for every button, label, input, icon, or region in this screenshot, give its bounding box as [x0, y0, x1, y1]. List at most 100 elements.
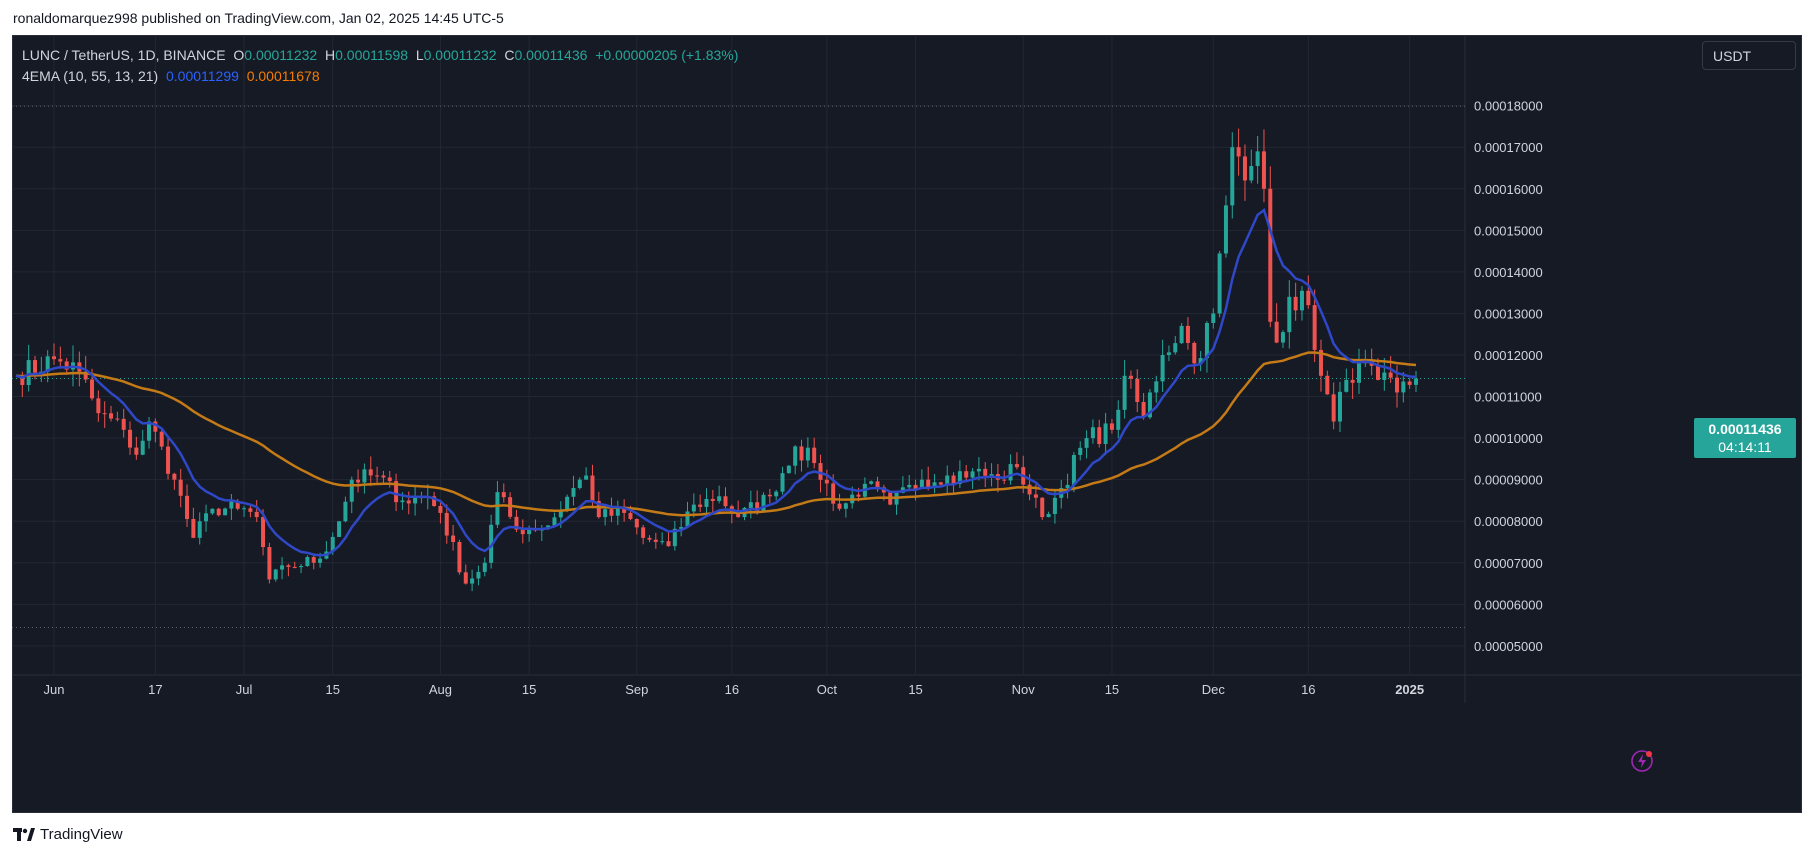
candle-body	[1217, 253, 1222, 314]
last-price-value: 0.00011436	[1708, 421, 1782, 437]
candle-body	[748, 502, 753, 508]
candle-body	[964, 471, 969, 478]
candle-body	[660, 541, 665, 543]
candle-body	[96, 398, 101, 414]
candle-body	[1014, 464, 1019, 468]
candle-body	[204, 513, 209, 522]
candle-body	[286, 565, 291, 567]
symbol-label[interactable]: LUNC / TetherUS, 1D, BINANCE	[22, 47, 226, 63]
candle-body	[976, 468, 981, 472]
candle-body	[413, 497, 418, 504]
candle-body	[1331, 394, 1336, 422]
candle-body	[147, 421, 152, 441]
candle-body	[381, 475, 386, 478]
x-tick-label: 15	[522, 682, 536, 697]
indicator-row: 4EMA (10, 55, 13, 21) 0.00011299 0.00011…	[22, 66, 738, 87]
candle-body	[1008, 464, 1013, 481]
candle-body	[786, 465, 791, 474]
indicator-label[interactable]: 4EMA (10, 55, 13, 21)	[22, 68, 159, 84]
candle-body	[767, 494, 772, 497]
candle-body	[780, 473, 785, 492]
candle-body	[254, 511, 259, 518]
high-label: H	[324, 47, 336, 63]
x-tick-label: 15	[908, 682, 922, 697]
y-tick-label: 0.00015000	[1474, 223, 1543, 238]
candle-body	[172, 473, 177, 480]
candle-body	[1198, 358, 1203, 364]
candle-body	[330, 536, 335, 552]
candle-body	[1299, 290, 1304, 311]
candle-body	[603, 509, 608, 518]
candle-body	[362, 469, 367, 483]
candle-body	[698, 504, 703, 507]
candle-body	[1052, 497, 1057, 514]
candle-body	[514, 516, 519, 530]
candle-body	[210, 508, 215, 514]
brand-label: TradingView	[40, 826, 123, 843]
change-value: +0.00000205 (+1.83%)	[595, 47, 739, 63]
lightning-icon[interactable]	[1630, 749, 1654, 773]
candle-body	[1394, 377, 1399, 393]
candle-body	[1204, 323, 1209, 359]
candle-body	[451, 535, 456, 543]
candle-body	[197, 521, 202, 538]
candle-body	[1173, 343, 1178, 353]
candle-body	[299, 566, 304, 568]
candle-body	[1179, 325, 1184, 344]
candle-body	[666, 541, 671, 547]
candle-body	[1344, 379, 1349, 392]
candle-body	[761, 494, 766, 512]
candle-body	[280, 565, 285, 570]
candle-body	[837, 503, 842, 509]
candle-body	[305, 557, 310, 567]
candle-body	[565, 496, 570, 510]
currency-button[interactable]: USDT	[1702, 41, 1796, 70]
candle-body	[1223, 205, 1228, 254]
candle-body	[1306, 290, 1311, 306]
close-value: 0.00011436	[514, 47, 588, 63]
candle-body	[736, 512, 741, 518]
candle-body	[1407, 381, 1412, 385]
y-tick-label: 0.00018000	[1474, 99, 1543, 114]
chart-panel[interactable]	[12, 35, 1802, 813]
y-tick-label: 0.00012000	[1474, 348, 1543, 363]
candle-body	[672, 528, 677, 547]
candle-body	[1128, 375, 1133, 379]
grid-lines	[12, 35, 1801, 703]
candle-body	[375, 475, 380, 477]
candle-body	[64, 361, 69, 370]
candle-body	[1255, 151, 1260, 166]
candle-body	[723, 496, 728, 507]
last-price-tag: 0.00011436 04:14:11	[1694, 418, 1796, 458]
candle-body	[1249, 165, 1254, 181]
candle-body	[1090, 427, 1095, 439]
axis-labels: 0.00005000 0.00006000 0.00007000 0.00008000…	[44, 99, 1543, 697]
candle-body	[1141, 402, 1146, 418]
candle-body	[1071, 454, 1076, 485]
y-tick-label: 0.00011000	[1474, 390, 1542, 405]
candle-body	[267, 547, 272, 580]
ohlc-row: LUNC / TetherUS, 1D, BINANCE O0.00011232…	[22, 45, 738, 66]
candle-body	[1312, 305, 1317, 350]
candle-body	[1135, 378, 1140, 403]
candle-body	[1097, 427, 1102, 445]
x-tick-label: 15	[1105, 682, 1119, 697]
candle-body	[1242, 156, 1247, 181]
candle-body	[919, 479, 924, 489]
x-tick-label: Dec	[1202, 682, 1226, 697]
candle-body	[926, 479, 931, 488]
candle-body	[907, 484, 912, 488]
close-label: C	[504, 47, 515, 63]
candle-body	[558, 509, 563, 518]
candle-body	[1116, 409, 1121, 430]
candle-body	[400, 500, 405, 503]
y-tick-label: 0.00007000	[1474, 556, 1543, 571]
candle-body	[704, 498, 709, 507]
candle-body	[970, 471, 975, 478]
candle-body	[653, 539, 658, 542]
candlesticks	[20, 128, 1418, 592]
tradingview-brand[interactable]: TradingView	[13, 826, 123, 843]
candle-body	[356, 479, 361, 483]
candle-body	[793, 446, 798, 466]
